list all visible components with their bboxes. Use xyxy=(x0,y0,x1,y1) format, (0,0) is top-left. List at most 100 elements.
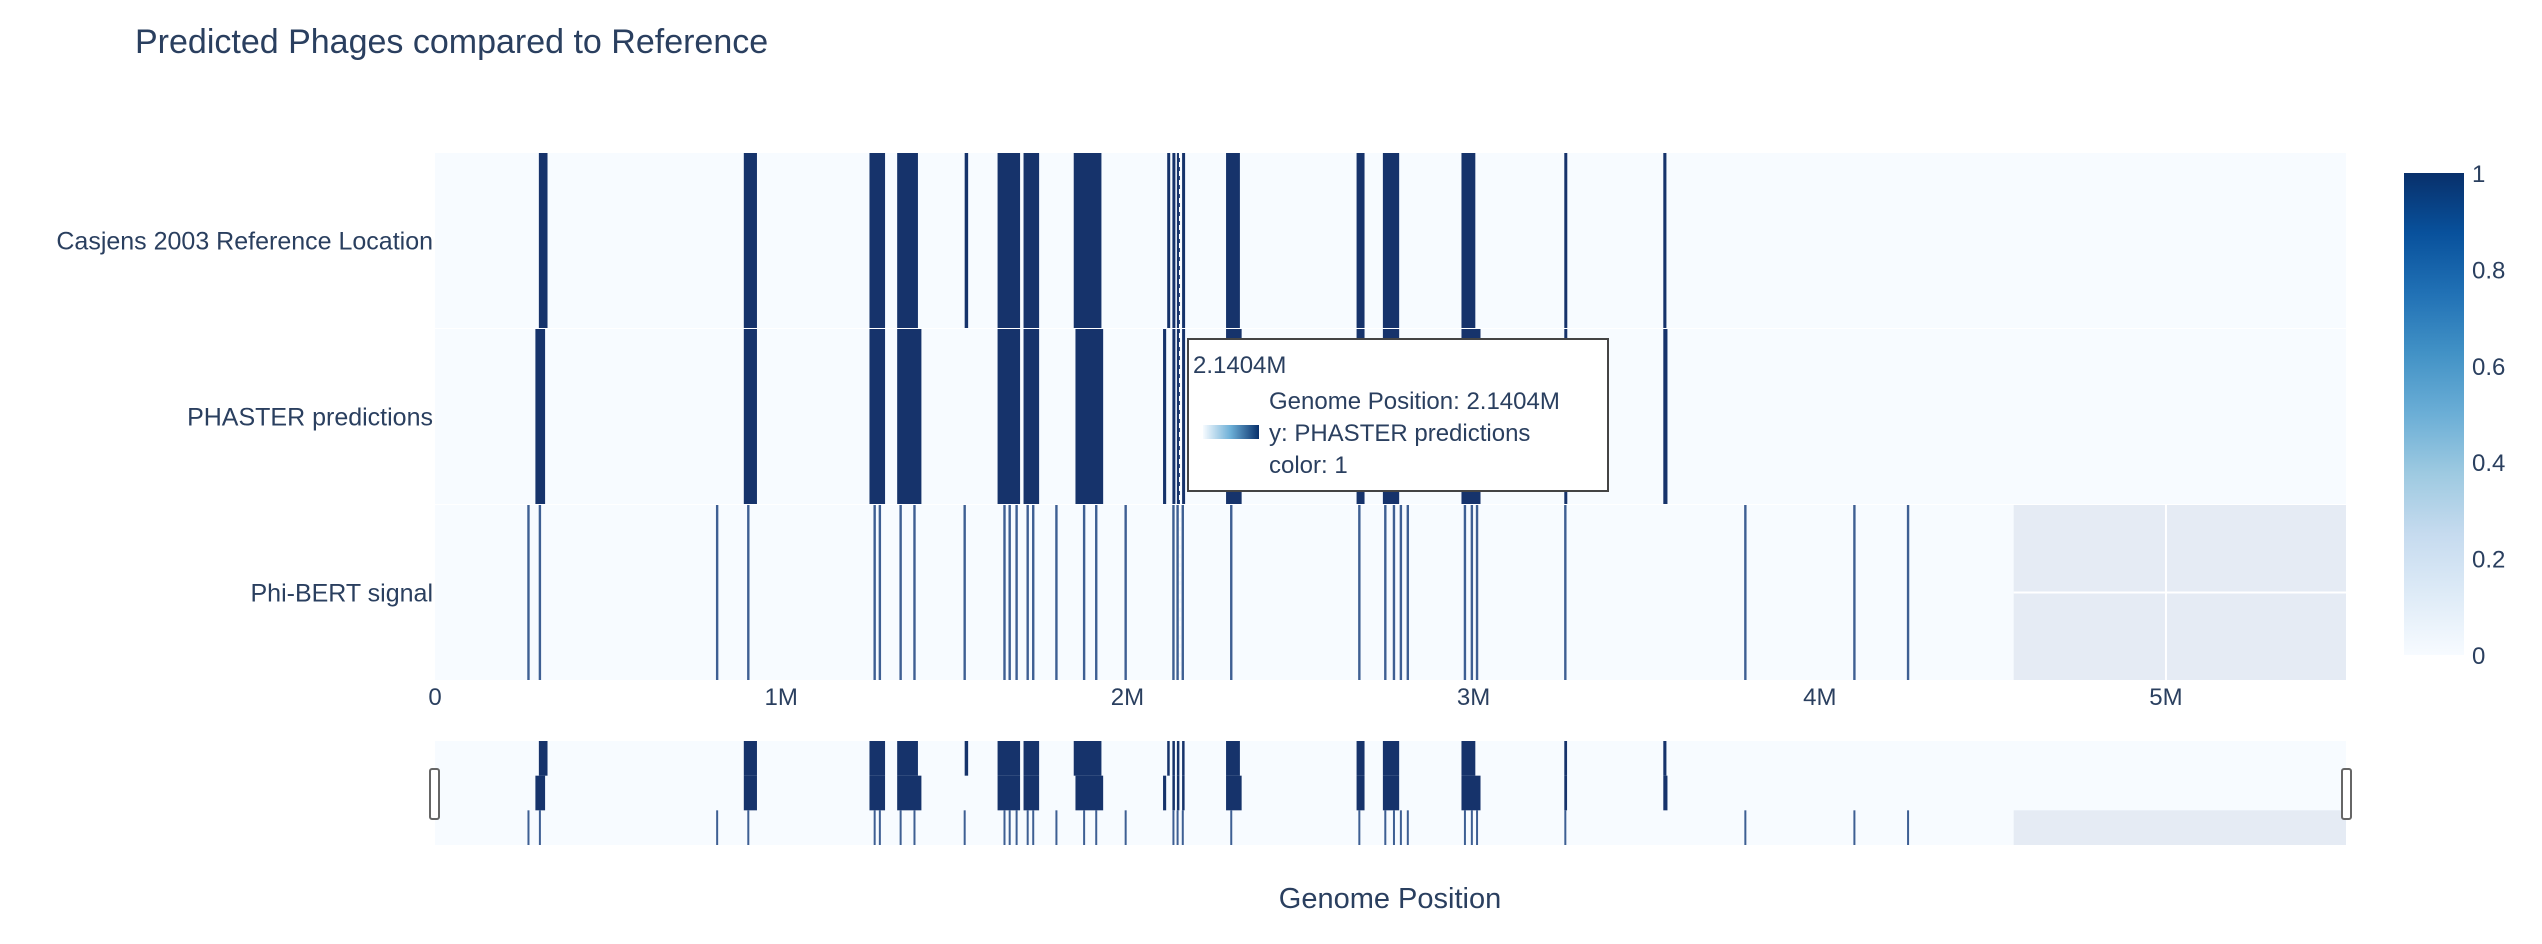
range-slider-interval xyxy=(897,741,918,776)
phage-interval-bar[interactable] xyxy=(1663,153,1667,328)
phi-bert-signal-line[interactable] xyxy=(715,505,719,680)
phage-interval-bar[interactable] xyxy=(1564,153,1568,328)
range-slider-left-handle[interactable] xyxy=(429,768,440,820)
phi-bert-signal-line[interactable] xyxy=(1463,505,1467,680)
phi-bert-signal-line[interactable] xyxy=(1032,505,1035,680)
phage-interval-bar[interactable] xyxy=(869,329,886,504)
phi-bert-signal-line[interactable] xyxy=(913,505,916,680)
colorbar-gradient xyxy=(2404,173,2464,655)
phi-bert-signal-line[interactable] xyxy=(1008,505,1011,680)
range-slider-interval xyxy=(1663,741,1667,776)
phage-interval-bar[interactable] xyxy=(1226,153,1240,328)
phi-bert-signal-line[interactable] xyxy=(1172,505,1175,680)
phi-bert-signal-line[interactable] xyxy=(1384,505,1387,680)
phage-interval-bar[interactable] xyxy=(1176,153,1180,328)
phi-bert-signal-line[interactable] xyxy=(1095,505,1098,680)
range-slider-signal xyxy=(1358,810,1361,845)
phage-interval-bar[interactable] xyxy=(1075,329,1104,504)
phage-interval-bar[interactable] xyxy=(869,153,886,328)
phage-interval-bar[interactable] xyxy=(897,153,918,328)
colorbar-tick-label: 0.6 xyxy=(2472,354,2505,381)
range-slider-signal xyxy=(913,810,916,845)
phi-bert-signal-line[interactable] xyxy=(873,505,876,680)
phi-bert-signal-line[interactable] xyxy=(1744,505,1747,680)
range-slider-signal xyxy=(1392,810,1395,845)
range-slider-interval xyxy=(1023,775,1040,811)
phi-bert-signal-line[interactable] xyxy=(1026,505,1029,680)
phi-bert-signal-line[interactable] xyxy=(538,505,542,680)
phage-interval-bar[interactable] xyxy=(1163,329,1167,504)
range-slider-interval xyxy=(743,741,757,776)
phage-interval-bar[interactable] xyxy=(1356,153,1365,328)
phi-bert-signal-line[interactable] xyxy=(899,505,902,680)
range-slider-interval xyxy=(743,775,757,811)
phi-bert-signal-line[interactable] xyxy=(747,505,750,680)
phage-interval-bar[interactable] xyxy=(1172,153,1176,328)
phi-bert-signal-line[interactable] xyxy=(1475,505,1479,680)
phage-interval-bar[interactable] xyxy=(1461,153,1476,328)
phage-interval-bar[interactable] xyxy=(535,329,546,504)
phage-interval-bar[interactable] xyxy=(1073,153,1102,328)
phage-interval-bar[interactable] xyxy=(1382,153,1400,328)
range-slider-interval xyxy=(1182,775,1185,811)
phage-interval-bar[interactable] xyxy=(743,153,757,328)
phage-interval-bar[interactable] xyxy=(538,153,548,328)
phi-bert-signal-line[interactable] xyxy=(1406,505,1410,680)
colorbar-tick-label: 0.8 xyxy=(2472,257,2505,284)
phi-bert-signal-line[interactable] xyxy=(1082,505,1086,680)
colorbar-tick-label: 0 xyxy=(2472,643,2485,670)
phage-interval-bar[interactable] xyxy=(997,153,1021,328)
range-slider-interval xyxy=(1461,775,1481,811)
phage-interval-bar[interactable] xyxy=(1172,329,1176,504)
x-axis-title: Genome Position xyxy=(1279,883,1501,915)
range-slider-interval xyxy=(1356,741,1365,776)
range-slider-interval xyxy=(1163,775,1167,811)
range-slider-right-handle[interactable] xyxy=(2341,768,2352,820)
phi-bert-signal-line[interactable] xyxy=(963,505,966,680)
phi-bert-signal-line[interactable] xyxy=(1055,505,1058,680)
phi-bert-signal-line[interactable] xyxy=(1853,505,1856,680)
range-slider-interval xyxy=(997,741,1021,776)
phi-bert-signal-line[interactable] xyxy=(878,505,882,680)
phage-interval-bar[interactable] xyxy=(1167,153,1171,328)
phage-interval-bar[interactable] xyxy=(1182,329,1186,504)
phi-bert-signal-line[interactable] xyxy=(1564,505,1567,680)
phi-bert-signal-line[interactable] xyxy=(1358,505,1361,680)
phi-bert-signal-line[interactable] xyxy=(1230,505,1233,680)
phage-interval-bar[interactable] xyxy=(1023,329,1040,504)
range-slider-signal xyxy=(747,810,750,845)
x-tick-label: 5M xyxy=(2149,684,2182,711)
range-slider-signal xyxy=(1095,810,1098,845)
phi-bert-signal-line[interactable] xyxy=(1470,505,1474,680)
range-slider-signal xyxy=(1406,810,1409,845)
phi-bert-signal-line[interactable] xyxy=(1906,505,1910,680)
row-labels: Casjens 2003 Reference Location PHASTER p… xyxy=(56,228,433,608)
phi-bert-signal-line[interactable] xyxy=(527,505,530,680)
range-slider-signal xyxy=(1015,810,1018,845)
range-slider-interval xyxy=(1564,741,1568,776)
range-slider[interactable] xyxy=(429,741,2352,845)
phage-interval-bar[interactable] xyxy=(1023,153,1040,328)
tooltip-color-swatch xyxy=(1203,425,1259,439)
phi-bert-signal-line[interactable] xyxy=(1124,505,1127,680)
phi-bert-signal-line[interactable] xyxy=(1181,505,1184,680)
phi-bert-signal-line[interactable] xyxy=(1399,505,1403,680)
phage-interval-bar[interactable] xyxy=(1182,153,1186,328)
range-slider-signal xyxy=(1124,810,1127,845)
phi-bert-signal-line[interactable] xyxy=(1003,505,1006,680)
range-slider-interval xyxy=(1073,741,1102,776)
phi-bert-signal-line[interactable] xyxy=(1015,505,1018,680)
phage-interval-bar[interactable] xyxy=(964,153,969,328)
range-slider-signal xyxy=(1083,810,1086,845)
range-slider-signal xyxy=(716,810,719,845)
phage-interval-bar[interactable] xyxy=(1176,329,1180,504)
x-tick-label: 3M xyxy=(1457,684,1490,711)
phage-interval-bar[interactable] xyxy=(897,329,922,504)
phi-bert-signal-line[interactable] xyxy=(1392,505,1396,680)
phage-interval-bar[interactable] xyxy=(1663,329,1668,504)
range-slider-signal xyxy=(1853,810,1856,845)
colorbar-tick-label: 0.4 xyxy=(2472,450,2505,477)
phage-interval-bar[interactable] xyxy=(743,329,757,504)
phage-interval-bar[interactable] xyxy=(997,329,1021,504)
phi-bert-signal-line[interactable] xyxy=(1176,505,1179,680)
